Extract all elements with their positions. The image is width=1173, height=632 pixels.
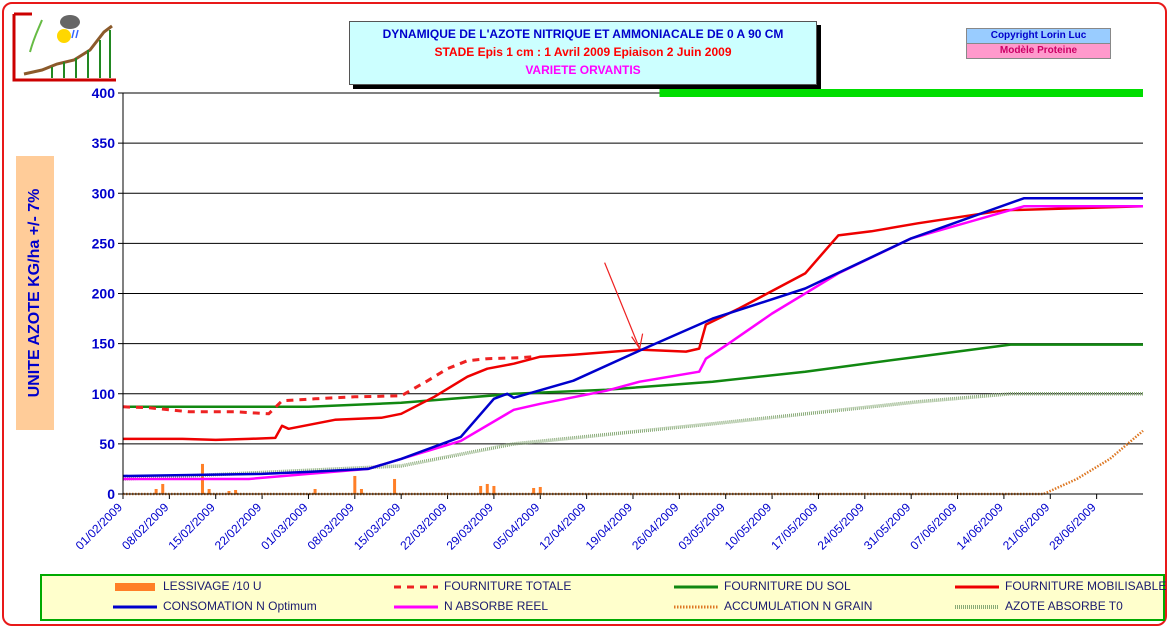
legend-swatch-fourniture-sol (674, 585, 718, 589)
bar-lessivage (234, 489, 238, 494)
y-tick-label: 150 (92, 336, 116, 352)
green-bar (659, 89, 1143, 97)
x-tick-label: 31/05/2009 (861, 500, 914, 553)
legend-item-azote-t0: AZOTE ABSORBE T0 (955, 599, 1123, 613)
model-label: Modèle Proteine (966, 43, 1111, 59)
bar-lessivage (532, 487, 536, 494)
y-tick-label: 100 (92, 386, 116, 402)
chart-subtitle-variety: VARIETE ORVANTIS (525, 63, 641, 77)
y-tick-label: 300 (92, 185, 116, 201)
legend-label: N ABSORBE REEL (444, 599, 549, 613)
bar-lessivage (313, 488, 317, 494)
chart-title-box: DYNAMIQUE DE L'AZOTE NITRIQUE ET AMMONIA… (349, 21, 817, 85)
bar-lessivage (207, 488, 211, 494)
y-tick-label: 400 (92, 85, 116, 101)
y-tick-label: 350 (92, 135, 116, 151)
bar-lessivage (485, 483, 489, 494)
bar-lessivage (538, 486, 542, 494)
series-fourniture-mobilisable (123, 205, 1144, 442)
legend-label: ACCUMULATION N GRAIN (724, 599, 873, 613)
y-tick-label: 50 (99, 436, 115, 452)
legend-swatch-absorbe-reel (394, 605, 438, 609)
x-tick-label: 17/05/2009 (768, 500, 821, 553)
x-tick-label: 22/02/2009 (212, 500, 265, 553)
legend-item-absorbe-reel: N ABSORBE REEL (394, 599, 549, 613)
chart-subtitle-stage: STADE Epis 1 cm : 1 Avril 2009 Epiaison … (434, 45, 732, 59)
x-tick-label: 21/06/2009 (1000, 500, 1053, 553)
logo (12, 12, 118, 82)
x-tick-label: 07/06/2009 (907, 500, 960, 553)
legend-swatch-fourniture-totale (394, 585, 438, 589)
legend-swatch-fourniture-mobilisable (955, 585, 999, 589)
x-tick-label: 15/03/2009 (351, 500, 404, 553)
series-accumulation (123, 429, 1144, 496)
bar-lessivage (479, 485, 483, 494)
legend: LESSIVAGE /10 U FOURNITURE TOTALE FOURNI… (40, 574, 1167, 621)
legend-item-accumulation: ACCUMULATION N GRAIN (674, 599, 873, 613)
x-tick-label: 26/04/2009 (629, 500, 682, 553)
x-tick-label: 14/06/2009 (954, 500, 1007, 553)
y-axis-label-box (16, 156, 54, 430)
copyright-label: Copyright Lorin Luc (966, 28, 1111, 43)
x-tick-label: 08/02/2009 (119, 500, 172, 553)
x-tick-label: 03/05/2009 (675, 500, 728, 553)
series-fourniture-sol (123, 343, 1143, 409)
annotation-arrow (604, 262, 641, 349)
legend-label: CONSOMATION N Optimum (163, 599, 317, 613)
y-tick-label: 250 (92, 235, 116, 251)
x-tick-label: 24/05/2009 (815, 500, 868, 553)
y-tick-label: 200 (92, 286, 116, 302)
bar-lessivage (353, 475, 357, 494)
x-tick-label: 01/02/2009 (73, 500, 126, 553)
x-tick-label: 01/03/2009 (258, 500, 311, 553)
bar-lessivage (492, 485, 496, 494)
x-tick-label: 29/03/2009 (444, 500, 497, 553)
bar-lessivage (227, 490, 231, 494)
legend-item-consomation: CONSOMATION N Optimum (113, 599, 317, 613)
x-tick-label: 10/05/2009 (722, 500, 775, 553)
legend-label: LESSIVAGE /10 U (163, 579, 262, 593)
x-tick-label: 28/06/2009 (1046, 500, 1099, 553)
x-tick-label: 05/04/2009 (490, 500, 543, 553)
legend-label: AZOTE ABSORBE T0 (1005, 599, 1123, 613)
x-tick-label: 08/03/2009 (305, 500, 358, 553)
bar-lessivage (161, 483, 165, 494)
legend-swatch-lessivage (115, 583, 155, 591)
copyright-box: Copyright Lorin Luc Modèle Proteine (966, 28, 1111, 59)
legend-swatch-accumulation (674, 605, 718, 609)
x-tick-label: 12/04/2009 (536, 500, 589, 553)
series-consomation (122, 197, 1143, 478)
series-fourniture-totale (122, 355, 534, 416)
legend-label: FOURNITURE MOBILISABLE (1005, 579, 1167, 593)
bar-lessivage (359, 488, 363, 494)
x-tick-label: 15/02/2009 (165, 500, 218, 553)
legend-item-fourniture-sol: FOURNITURE DU SOL (674, 579, 851, 593)
series-azote-t0 (122, 392, 1143, 481)
bar-lessivage (154, 488, 158, 494)
x-tick-label: 19/04/2009 (583, 500, 636, 553)
legend-label: FOURNITURE TOTALE (444, 579, 572, 593)
legend-label: FOURNITURE DU SOL (724, 579, 851, 593)
legend-swatch-azote-t0 (955, 605, 999, 609)
x-tick-label: 22/03/2009 (397, 500, 450, 553)
y-tick-label: 0 (107, 486, 115, 502)
bar-lessivage (393, 478, 397, 494)
legend-item-fourniture-totale: FOURNITURE TOTALE (394, 579, 572, 593)
legend-swatch-consomation (113, 605, 157, 609)
legend-item-fourniture-mobilisable: FOURNITURE MOBILISABLE (955, 579, 1167, 593)
legend-item-lessivage: LESSIVAGE /10 U (115, 579, 262, 593)
chart-title: DYNAMIQUE DE L'AZOTE NITRIQUE ET AMMONIA… (382, 27, 784, 41)
annotation-arrowhead (631, 333, 644, 351)
